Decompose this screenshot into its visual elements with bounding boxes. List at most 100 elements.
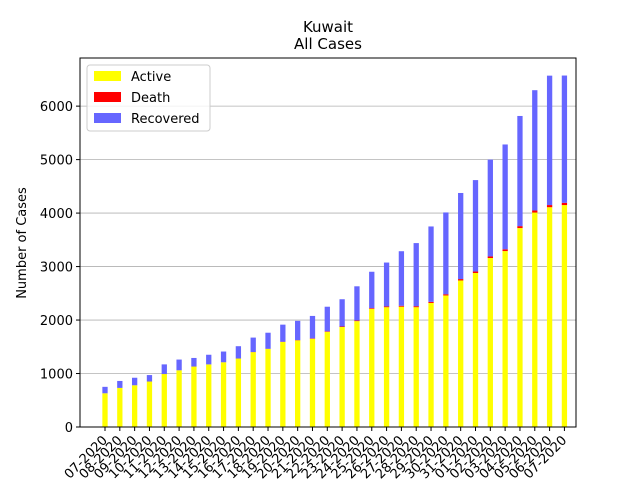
bar-active [532,212,538,427]
legend-swatch-recovered [94,113,121,123]
bar-active [458,280,464,427]
x-axis: 07-202008-202009-202010-202011-202012-20… [62,427,570,480]
bar-active [131,385,138,427]
bar-recovered [369,271,375,309]
bar-active [354,321,360,427]
y-tick-label: 3000 [40,261,73,276]
y-tick-label: 6000 [40,100,73,115]
bar-recovered [502,144,508,250]
y-tick-label: 5000 [40,154,73,169]
bar-recovered [428,226,434,302]
bar-recovered [458,192,464,280]
y-tick-label: 4000 [40,207,73,222]
bar-death [546,205,553,208]
bar-recovered [146,375,153,382]
bar-active [265,348,271,427]
bar-active [487,258,493,427]
bar-recovered [443,212,449,295]
bar-recovered [383,262,390,307]
bar-active [472,272,479,427]
bar-death [487,256,493,259]
bar-active [561,205,568,427]
bar-active [369,308,375,427]
bar-recovered [235,346,242,359]
legend-label-recovered: Recovered [131,112,200,127]
bar-active [309,338,316,427]
bar-active [102,393,108,427]
bar-active [517,228,523,427]
bar-death [383,306,390,308]
bar-recovered [413,243,419,307]
bar-death [517,226,523,229]
y-axis-label: Number of Cases [15,187,30,299]
bar-recovered [398,251,405,306]
bar-active [235,358,242,427]
y-tick-label: 2000 [40,314,73,329]
y-axis: 0 1000 2000 3000 4000 5000 6000 [40,100,80,436]
bar-active [146,381,153,427]
bar-active [295,340,301,427]
bar-death [369,308,375,309]
bar-recovered [517,115,523,227]
bar-recovered [206,354,212,365]
bar-recovered [250,337,256,353]
bar-active [428,302,434,427]
bar-active [339,326,345,427]
bar-recovered [131,377,138,386]
bar-recovered [117,380,123,388]
bar-active [250,352,256,427]
bar-death [561,202,568,206]
bar-recovered [176,359,182,371]
legend-label-death: Death [131,91,170,106]
y-tick-label: 0 [65,421,73,436]
bar-active [220,362,227,427]
bar-active [413,307,419,427]
bar-death [428,301,434,303]
bar-active [546,207,553,427]
bar-recovered [191,357,197,367]
bar-active [443,295,449,427]
y-tick-label: 1000 [40,368,73,383]
bar-recovered [220,351,227,363]
plot-frame [79,57,577,428]
bar-recovered [102,386,108,394]
bar-death [398,305,405,307]
bar-active [117,387,123,427]
bar-death [472,271,479,273]
bar-active [206,364,212,427]
chart-title: Kuwait [303,18,353,36]
bar-recovered [354,286,360,321]
bar-recovered [161,364,167,375]
bars [102,75,568,427]
bar-recovered [295,320,301,341]
bar-recovered [487,159,493,257]
bar-recovered [324,306,330,332]
bar-active [502,251,508,427]
bar-recovered [532,90,538,211]
bar-active [161,374,167,427]
bar-active [280,341,286,427]
legend-swatch-death [94,92,121,102]
bar-active [176,370,182,427]
bar-death [532,210,538,213]
chart-subtitle: All Cases [294,35,362,53]
bar-death [458,279,464,281]
bar-recovered [561,75,568,203]
bar-active [398,306,405,427]
legend-label-active: Active [131,70,171,85]
bar-death [413,306,419,308]
bar-recovered [280,324,286,342]
bar-death [502,249,508,252]
bar-death [354,320,360,322]
bar-active [383,307,390,427]
legend: Active Death Recovered [86,64,211,132]
bar-recovered [339,299,345,327]
bar-recovered [265,332,271,349]
bar-death [443,294,449,296]
bar-active [324,331,330,427]
bar-recovered [309,315,316,339]
bar-recovered [472,180,479,272]
bar-recovered [546,75,553,206]
bar-active [191,366,197,427]
